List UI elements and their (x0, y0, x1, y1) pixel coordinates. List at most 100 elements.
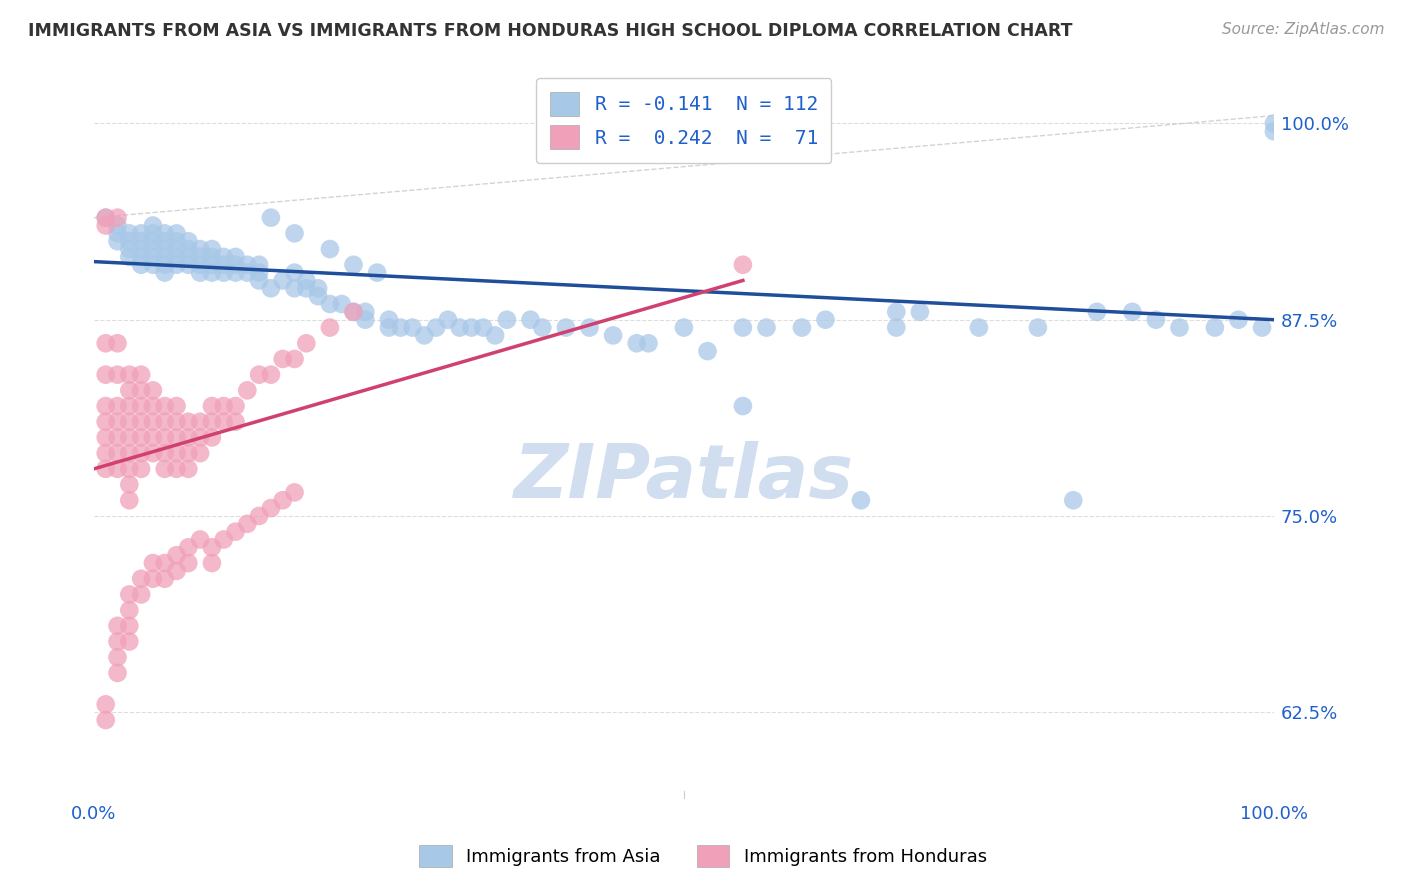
Point (225, 415, 247, 429)
Point (1026, 320, 1049, 334)
Point (212, 415, 235, 429)
Point (118, 493, 141, 508)
Point (967, 320, 990, 334)
Point (107, 415, 129, 429)
Point (790, 320, 813, 334)
Point (212, 533, 235, 547)
Point (142, 556, 165, 570)
Point (166, 430, 188, 444)
Point (107, 650, 129, 665)
Point (94, 430, 117, 444)
Point (626, 336, 648, 351)
Point (166, 564, 188, 578)
Point (449, 320, 471, 334)
Point (1168, 320, 1191, 334)
Point (177, 541, 200, 555)
Point (129, 572, 152, 586)
Point (153, 258, 176, 272)
Point (188, 266, 211, 280)
Point (153, 415, 176, 429)
Point (153, 462, 176, 476)
Text: Source: ZipAtlas.com: Source: ZipAtlas.com (1222, 22, 1385, 37)
Point (225, 399, 247, 413)
Point (107, 227, 129, 241)
Point (201, 266, 224, 280)
Point (260, 211, 283, 225)
Point (142, 258, 165, 272)
Point (129, 446, 152, 460)
Point (118, 415, 141, 429)
Point (260, 368, 283, 382)
Point (554, 320, 576, 334)
Point (354, 312, 377, 326)
Point (849, 493, 872, 508)
Point (236, 516, 259, 531)
Point (107, 462, 129, 476)
Point (1263, 116, 1285, 130)
Point (153, 399, 176, 413)
Point (330, 297, 353, 311)
Point (129, 384, 152, 398)
Point (177, 462, 200, 476)
Point (142, 250, 165, 264)
Point (484, 328, 506, 343)
Point (342, 258, 364, 272)
Point (129, 415, 152, 429)
Point (201, 250, 224, 264)
Point (166, 446, 188, 460)
Point (201, 242, 224, 256)
Point (129, 430, 152, 444)
Point (142, 242, 165, 256)
Point (94, 336, 117, 351)
Point (460, 320, 482, 334)
Point (153, 266, 176, 280)
Point (378, 312, 401, 326)
Point (153, 250, 176, 264)
Point (142, 572, 165, 586)
Point (188, 250, 211, 264)
Point (1062, 493, 1084, 508)
Point (1227, 312, 1250, 326)
Point (212, 258, 235, 272)
Point (177, 258, 200, 272)
Point (1263, 124, 1285, 138)
Point (342, 305, 364, 319)
Point (472, 320, 495, 334)
Point (177, 250, 200, 264)
Point (153, 234, 176, 248)
Point (188, 242, 211, 256)
Point (94, 462, 117, 476)
Point (731, 399, 754, 413)
Point (319, 297, 342, 311)
Point (166, 250, 188, 264)
Point (225, 250, 247, 264)
Point (201, 430, 224, 444)
Point (129, 250, 152, 264)
Point (271, 273, 294, 287)
Point (129, 368, 152, 382)
Point (260, 281, 283, 295)
Point (201, 541, 224, 555)
Point (142, 399, 165, 413)
Point (118, 603, 141, 617)
Point (247, 368, 270, 382)
Point (94, 368, 117, 382)
Point (166, 234, 188, 248)
Point (142, 415, 165, 429)
Point (188, 430, 211, 444)
Point (177, 446, 200, 460)
Point (107, 368, 129, 382)
Point (319, 320, 342, 334)
Point (188, 258, 211, 272)
Point (107, 634, 129, 648)
Point (153, 430, 176, 444)
Text: IMMIGRANTS FROM ASIA VS IMMIGRANTS FROM HONDURAS HIGH SCHOOL DIPLOMA CORRELATION: IMMIGRANTS FROM ASIA VS IMMIGRANTS FROM … (28, 22, 1073, 40)
Point (166, 399, 188, 413)
Point (354, 305, 377, 319)
Point (401, 320, 423, 334)
Point (247, 508, 270, 523)
Point (283, 351, 305, 366)
Point (731, 320, 754, 334)
Point (142, 227, 165, 241)
Point (129, 399, 152, 413)
